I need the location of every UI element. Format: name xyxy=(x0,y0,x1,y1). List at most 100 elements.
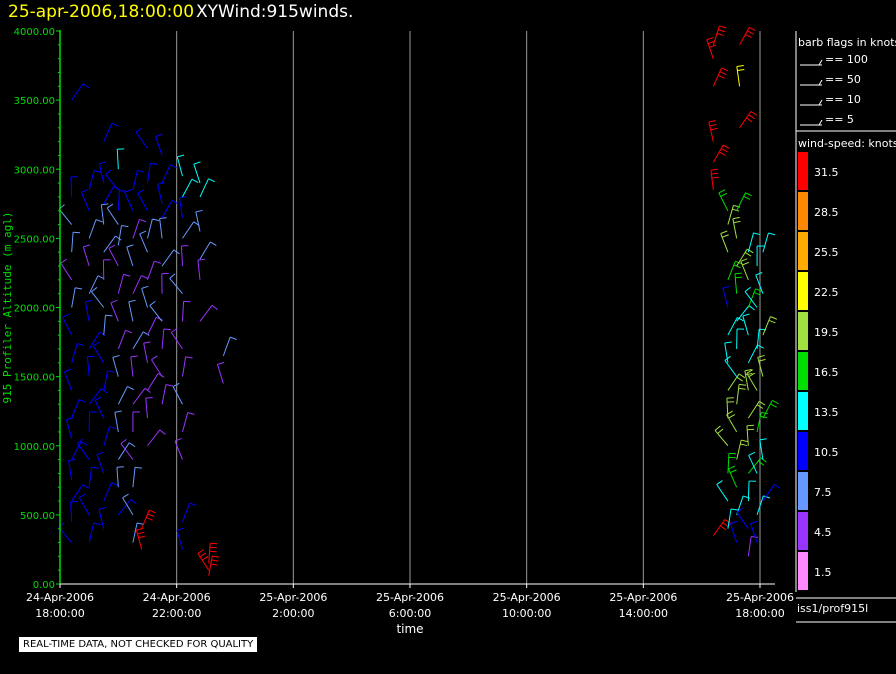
wind-barb xyxy=(161,273,169,294)
barb-flag xyxy=(105,314,113,317)
barb-staff xyxy=(762,484,775,502)
barb-flag xyxy=(756,404,764,409)
colorbar-label: 7.5 xyxy=(814,486,832,499)
wind-barb xyxy=(727,508,739,529)
barb-staff xyxy=(62,317,73,336)
wind-barb xyxy=(726,410,738,433)
barb-staff xyxy=(706,39,714,59)
wind-barb xyxy=(736,65,745,87)
barb-flag xyxy=(210,563,218,566)
wind-barb xyxy=(756,495,771,516)
wind-barb xyxy=(120,438,134,460)
wind-barb xyxy=(736,383,747,405)
barb-flag xyxy=(768,232,776,236)
wind-barb xyxy=(724,341,732,363)
wind-barb xyxy=(71,399,86,419)
barb-flag xyxy=(77,438,84,444)
colorbar-swatch xyxy=(798,472,808,510)
wind-barb xyxy=(70,500,78,522)
barb-flag xyxy=(759,438,767,441)
barb-flag xyxy=(738,387,746,390)
wind-barb xyxy=(132,218,147,239)
barb-flag xyxy=(749,26,756,32)
barb-staff xyxy=(747,401,760,419)
wind-barb xyxy=(161,384,173,405)
wind-barb xyxy=(116,466,124,488)
barb-staff xyxy=(147,218,153,239)
x-tick-time: 18:00:00 xyxy=(735,607,784,620)
colorbar-swatch xyxy=(798,352,808,390)
barb-legend-label: == 50 xyxy=(825,73,861,86)
wind-barb xyxy=(103,482,119,502)
barb-flag xyxy=(744,369,752,372)
wind-barb xyxy=(147,260,162,281)
barb-flag xyxy=(64,368,72,373)
wind-barb xyxy=(739,26,756,46)
barb-flag xyxy=(179,196,187,199)
wind-barb xyxy=(112,354,120,377)
barb-staff xyxy=(114,412,119,433)
barb-staff xyxy=(66,419,73,439)
barb-flag xyxy=(757,344,764,349)
barb-staff xyxy=(747,457,762,474)
barb-legend-flag xyxy=(818,99,823,106)
wind-barb xyxy=(88,275,105,294)
wind-barb xyxy=(742,313,750,336)
barb-staff xyxy=(117,499,132,516)
barb-flag xyxy=(744,252,752,257)
wind-barb xyxy=(103,370,115,391)
barb-staff xyxy=(132,467,136,488)
barb-staff xyxy=(88,170,95,191)
wind-barb xyxy=(88,170,101,191)
wind-barb xyxy=(746,424,755,446)
barb-staff xyxy=(71,484,84,502)
barb-staff xyxy=(117,386,128,405)
x-tick-date: 25-Apr-2006 xyxy=(609,591,677,604)
wind-barb xyxy=(157,182,165,204)
barb-flag xyxy=(80,441,88,446)
x-tick-time: 6:00:00 xyxy=(389,607,431,620)
wind-barb xyxy=(747,400,766,419)
wind-barb xyxy=(197,258,205,280)
barb-flag xyxy=(111,122,119,127)
barb-flag xyxy=(217,361,225,365)
barb-flag xyxy=(157,182,165,185)
barb-flag xyxy=(763,495,771,499)
barb-flag xyxy=(722,234,729,238)
barb-flag xyxy=(96,451,104,456)
barb-flag xyxy=(707,40,715,44)
barb-flag xyxy=(748,372,756,378)
x-tick-time: 14:00:00 xyxy=(619,607,668,620)
barb-staff xyxy=(199,178,209,198)
barb-staff xyxy=(730,523,738,543)
wind-barb xyxy=(132,466,143,488)
barb-flag xyxy=(758,400,766,406)
barb-flag xyxy=(722,285,730,289)
barb-staff xyxy=(197,259,201,280)
barb-staff xyxy=(161,384,167,405)
wind-barb xyxy=(727,373,746,391)
barb-staff xyxy=(728,468,738,488)
barb-flag xyxy=(145,397,153,399)
barb-flag xyxy=(721,67,729,72)
barb-flag xyxy=(135,127,143,133)
barb-staff xyxy=(744,291,758,308)
barb-staff xyxy=(174,440,183,460)
barb-staff xyxy=(130,356,134,377)
barb-flag xyxy=(750,520,758,525)
x-tick-time: 10:00:00 xyxy=(502,607,551,620)
x-tick-time: 22:00:00 xyxy=(152,607,201,620)
wind-barb xyxy=(66,417,74,439)
barb-staff xyxy=(736,192,746,211)
wind-barb xyxy=(169,273,183,294)
barb-staff xyxy=(736,439,742,460)
barb-flag xyxy=(81,189,88,193)
wind-barb xyxy=(195,209,203,232)
barb-legend-title: barb flags in knots xyxy=(798,36,896,49)
barb-staff xyxy=(141,509,150,529)
barb-flag xyxy=(729,469,737,474)
wind-barb xyxy=(759,438,767,460)
wind-barb xyxy=(71,83,90,101)
barb-staff xyxy=(759,439,764,460)
wind-barb xyxy=(714,425,729,447)
